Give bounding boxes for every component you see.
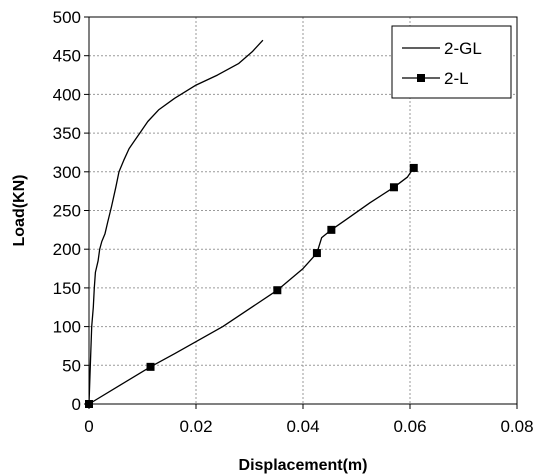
data-point-2-L	[312, 249, 321, 258]
y-tick-label: 350	[53, 124, 81, 143]
x-tick-label: 0.08	[500, 417, 533, 436]
data-point-2-L	[327, 225, 336, 234]
series-layer	[85, 39, 418, 408]
x-tick-label: 0.04	[286, 417, 319, 436]
series-line-2-L	[88, 167, 415, 405]
y-tick-label: 200	[53, 240, 81, 259]
y-tick-label: 0	[72, 395, 81, 414]
y-tick-label: 400	[53, 85, 81, 104]
data-point-2-L	[273, 286, 282, 295]
series-line-2-GL	[88, 39, 264, 405]
legend-label-2-GL: 2-GL	[444, 39, 482, 58]
y-tick-label: 50	[62, 356, 81, 375]
y-tick-label: 100	[53, 318, 81, 337]
y-tick-label: 150	[53, 279, 81, 298]
y-tick-label: 500	[53, 8, 81, 27]
legend-marker-2-L	[417, 74, 425, 82]
legend-box	[391, 25, 512, 99]
x-tick-label: 0.06	[393, 417, 426, 436]
axis-ticks: 0 50 100 150 200 250 300 350 400 450 500 0 0.02 0.04 0…	[53, 8, 534, 436]
data-point-2-L	[389, 183, 398, 192]
y-tick-label: 450	[53, 47, 81, 66]
legend-label-2-L: 2-L	[444, 69, 469, 88]
data-point-2-L	[146, 362, 155, 371]
y-tick-label: 250	[53, 202, 81, 221]
x-tick-label: 0.02	[179, 417, 212, 436]
x-tick-label: 0	[84, 417, 93, 436]
y-axis-title: Load(KN)	[11, 175, 28, 247]
y-tick-label: 300	[53, 163, 81, 182]
x-axis-title: Displacement(m)	[239, 457, 368, 474]
data-point-2-L	[409, 163, 418, 172]
legend: 2-GL 2-L	[391, 25, 512, 99]
